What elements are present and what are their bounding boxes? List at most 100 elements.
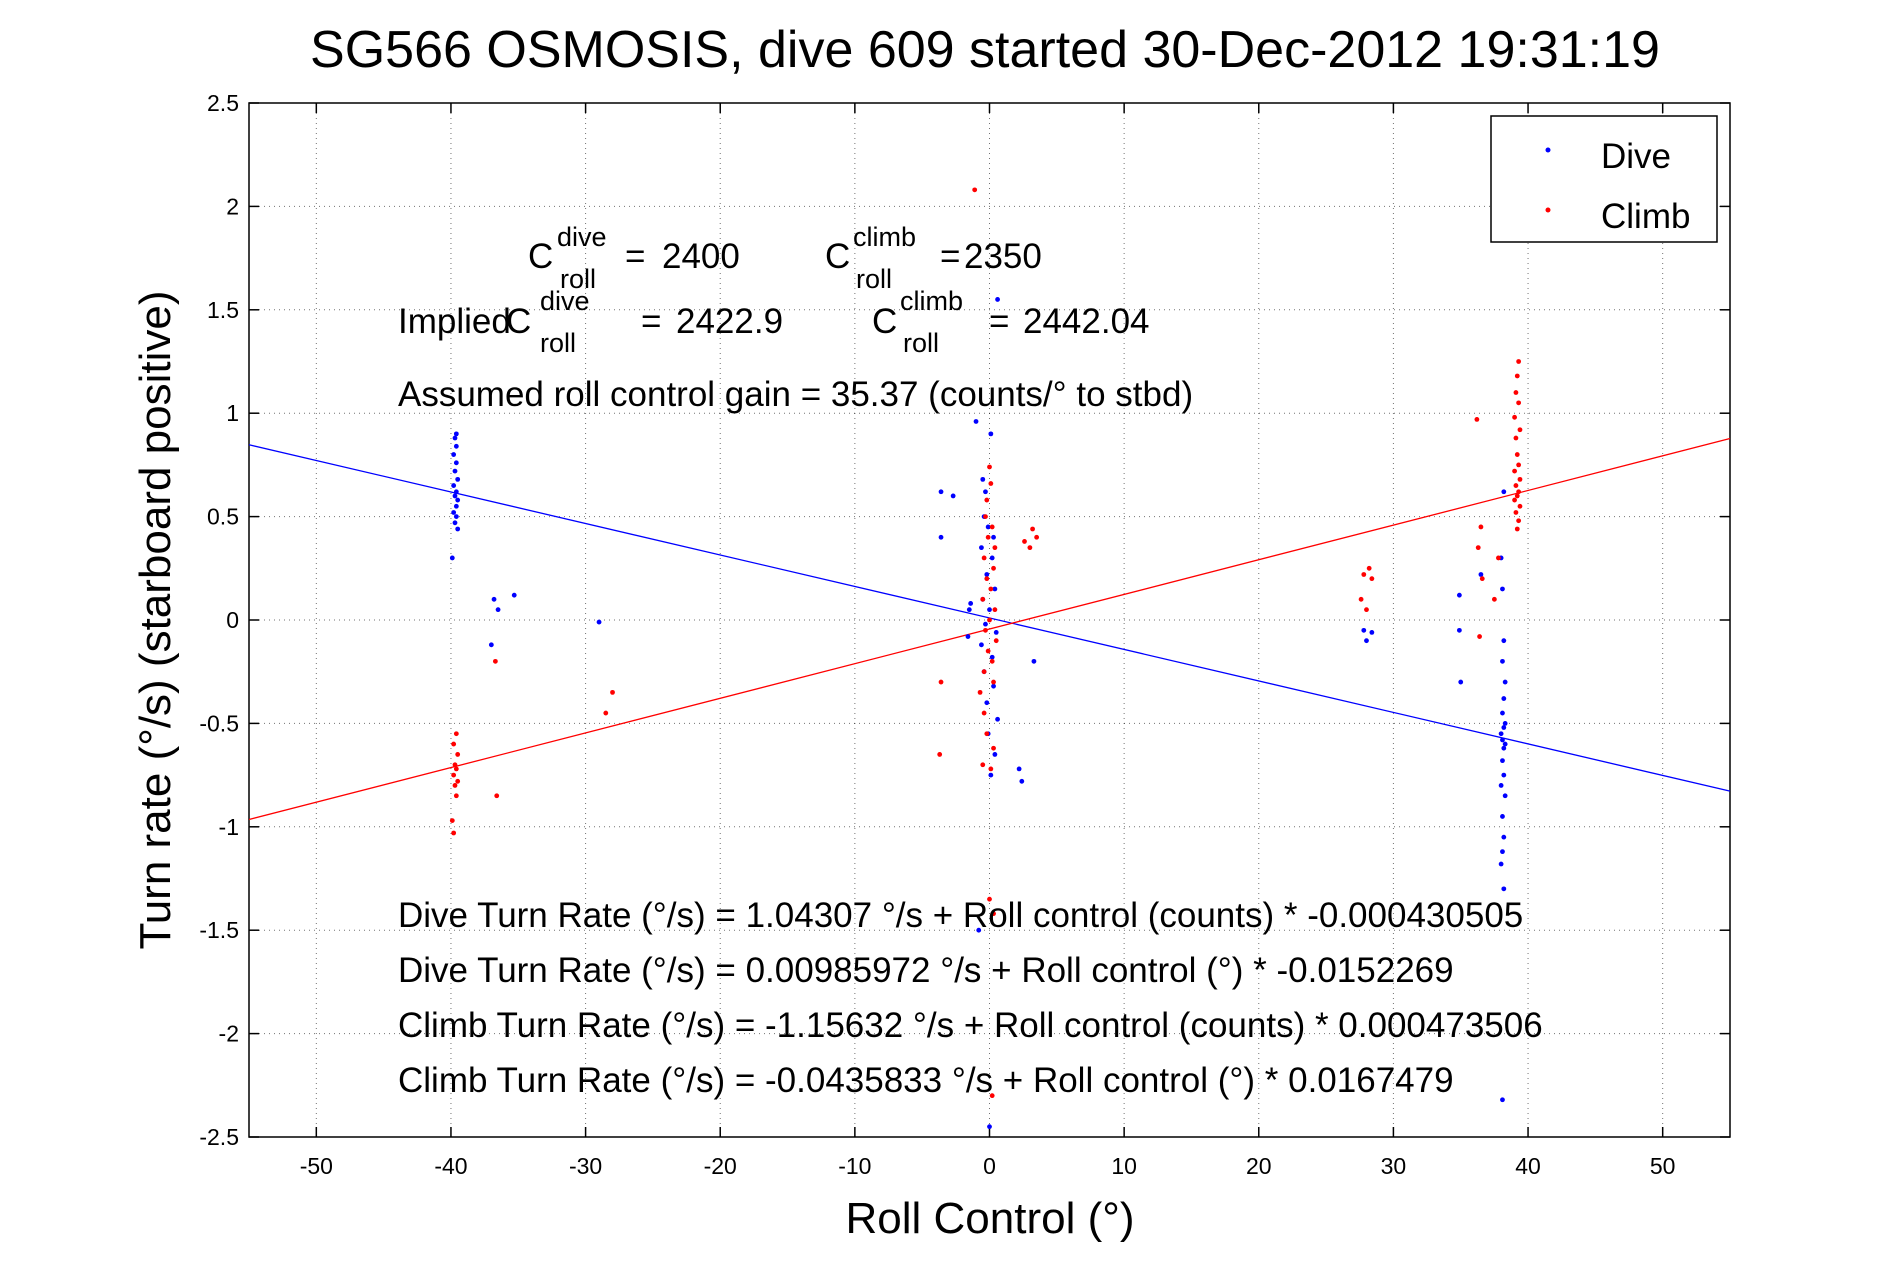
dive-data-point xyxy=(976,927,982,933)
climb-data-point xyxy=(1517,427,1523,433)
dive-data-point xyxy=(1456,627,1462,633)
climb-data-point xyxy=(991,565,996,571)
climb-data-point xyxy=(1027,545,1033,551)
climb-data-point xyxy=(981,669,987,675)
climb-data-point xyxy=(1517,503,1523,509)
dive-data-point xyxy=(488,642,494,648)
x-tick-label: -20 xyxy=(704,1153,737,1179)
implied-dive-value: 2422.9 xyxy=(676,302,783,341)
dive-data-point xyxy=(451,483,457,488)
implied-climb-annotation: C climb roll = 2442.04 xyxy=(872,286,1150,358)
climb-data-point xyxy=(987,617,992,623)
dive-data-point xyxy=(991,534,996,540)
climb-data-point xyxy=(991,745,996,751)
climb-data-point xyxy=(984,576,990,582)
dive-data-point xyxy=(979,642,984,648)
climb-data-point xyxy=(1516,489,1522,495)
dive-data-point xyxy=(1031,658,1037,664)
x-tick-label: -10 xyxy=(838,1153,871,1179)
y-tick-label: 1 xyxy=(226,400,239,426)
climb-data-point xyxy=(1512,468,1517,474)
croll-climb-c: C xyxy=(825,237,850,276)
implied-dive-sub: roll xyxy=(540,328,576,358)
climb-data-point xyxy=(455,752,461,757)
climb-data-point xyxy=(451,830,457,836)
dive-data-point xyxy=(992,752,998,757)
dive-data-point xyxy=(988,772,994,778)
dive-data-point xyxy=(965,634,971,639)
x-tick-label: -40 xyxy=(434,1153,467,1179)
dive-data-point xyxy=(1498,731,1504,737)
climb-data-point xyxy=(1514,526,1520,532)
climb-data-point xyxy=(988,481,994,486)
implied-dive-sup: dive xyxy=(540,286,590,316)
dive-data-point xyxy=(453,460,459,466)
dive-data-point xyxy=(966,607,972,613)
climb-data-point xyxy=(1364,607,1369,613)
dive-data-point xyxy=(1458,679,1464,685)
gain-annotation: Assumed roll control gain = 35.37 (count… xyxy=(398,375,1193,414)
dive-data-point xyxy=(1500,1097,1505,1103)
dive-data-point xyxy=(989,555,995,561)
legend-dive-marker xyxy=(1545,147,1551,153)
dive-data-point xyxy=(1500,814,1505,819)
dive-data-point xyxy=(987,607,992,613)
climb-data-point xyxy=(455,778,461,784)
dive-data-point xyxy=(991,683,996,689)
implied-climb-eq: = xyxy=(989,302,1009,341)
climb-data-point xyxy=(984,731,990,737)
climb-data-point xyxy=(1366,565,1372,571)
axis-ticks: -50 -40 -30 -20 -10 0 10 20 30 40 50 2.5 2 1.5 1 0.5 0 -0… xyxy=(199,90,1730,1179)
climb-data-point xyxy=(1478,524,1484,530)
dive-data-point xyxy=(1498,783,1504,788)
croll-climb-eq: = xyxy=(940,237,960,276)
croll-dive-annotation: C dive roll = 2400 xyxy=(528,222,740,294)
dive-data-point xyxy=(596,619,602,625)
fit-equation-climb-degrees: Climb Turn Rate (°/s) = -0.0435833 °/s +… xyxy=(398,1061,1454,1100)
climb-data-point xyxy=(938,679,944,685)
climb-data-point xyxy=(610,689,615,695)
climb-data-point xyxy=(981,555,987,561)
dive-data-point xyxy=(980,476,986,482)
dive-data-point xyxy=(938,489,944,495)
climb-data-point xyxy=(1513,510,1519,515)
dive-data-point xyxy=(1500,849,1505,855)
dive-data-point xyxy=(968,601,974,606)
climb-data-point xyxy=(983,514,988,519)
climb-data-point xyxy=(972,187,978,193)
climb-data-point xyxy=(1513,483,1519,488)
x-tick-label: 10 xyxy=(1111,1153,1137,1179)
climb-data-point xyxy=(980,596,986,602)
dive-data-point xyxy=(993,630,999,635)
dive-data-point xyxy=(989,654,995,660)
x-tick-label: -50 xyxy=(300,1153,333,1179)
dive-data-point xyxy=(1456,592,1462,598)
croll-climb-sup: climb xyxy=(853,222,916,252)
implied-dive-eq: = xyxy=(641,302,661,341)
dive-data-point xyxy=(1016,766,1022,772)
dive-data-point xyxy=(950,493,956,499)
implied-climb-sub: roll xyxy=(903,328,939,358)
climb-data-point xyxy=(980,762,986,768)
chart-title: SG566 OSMOSIS, dive 609 started 30-Dec-2… xyxy=(310,21,1660,79)
fit-equation-dive-counts: Dive Turn Rate (°/s) = 1.04307 °/s + Rol… xyxy=(398,896,1523,935)
dive-data-point xyxy=(1500,586,1505,592)
dive-data-point xyxy=(1500,758,1505,764)
climb-data-point xyxy=(451,772,457,778)
y-tick-label: -2 xyxy=(219,1021,239,1047)
y-tick-label: -1 xyxy=(219,814,239,840)
dive-data-point xyxy=(979,545,984,551)
croll-climb-sub: roll xyxy=(856,264,892,294)
climb-data-point xyxy=(1512,497,1517,503)
climb-data-point xyxy=(1516,462,1522,468)
dive-data-point xyxy=(1501,886,1507,892)
data-points xyxy=(449,187,1523,1130)
dive-data-point xyxy=(1500,737,1505,743)
climb-data-point xyxy=(1513,390,1519,395)
dive-data-point xyxy=(1502,741,1508,747)
dive-data-point xyxy=(451,452,457,457)
climb-data-point xyxy=(989,524,995,530)
dive-data-point xyxy=(1500,658,1505,664)
climb-data-point xyxy=(1516,359,1522,364)
